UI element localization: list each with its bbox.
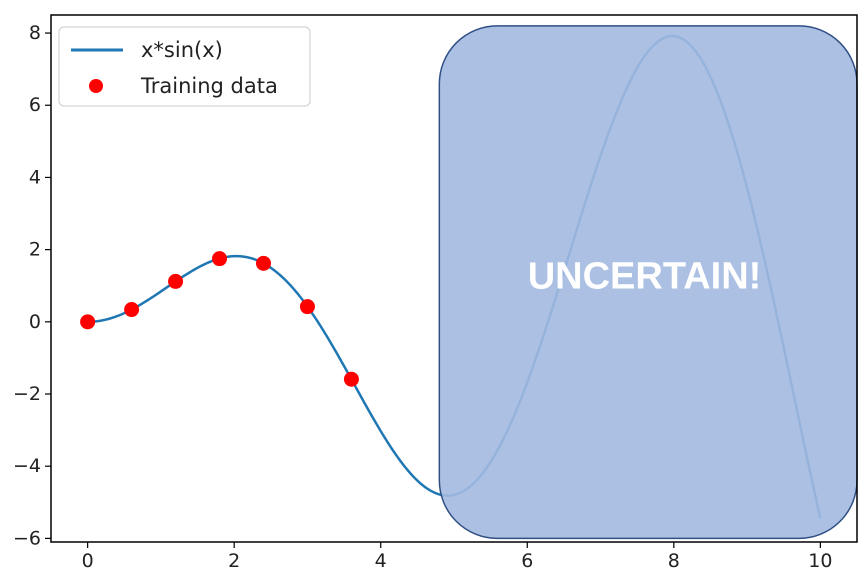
y-axis: −6 −4 −2 0 2 4 6 8	[13, 22, 51, 549]
y-tick-label: 8	[29, 22, 41, 44]
x-tick-label: 0	[82, 550, 94, 572]
training-point	[168, 273, 184, 289]
uncertainty-label: UNCERTAIN!	[528, 256, 762, 298]
legend-label-line: x*sin(x)	[141, 38, 223, 62]
y-tick-label: −4	[13, 455, 41, 477]
x-tick-label: 6	[521, 550, 533, 572]
training-point	[255, 255, 271, 271]
y-tick-label: −2	[13, 383, 41, 405]
scatter-series	[80, 251, 359, 387]
legend-dot-swatch	[89, 79, 103, 93]
training-point	[212, 251, 228, 267]
y-tick-label: 2	[29, 239, 41, 261]
training-point	[80, 314, 96, 330]
training-point	[299, 299, 315, 315]
y-tick-label: 6	[29, 94, 41, 116]
x-axis: 0 2 4 6 8 10	[82, 542, 832, 572]
legend-label-scatter: Training data	[140, 74, 278, 98]
training-point	[124, 302, 140, 318]
legend: x*sin(x) Training data	[58, 26, 311, 107]
y-tick-label: 0	[29, 311, 41, 333]
x-tick-label: 10	[808, 550, 832, 572]
training-point	[343, 371, 359, 387]
x-tick-label: 8	[668, 550, 680, 572]
plot-frame	[50, 14, 858, 543]
x-tick-label: 2	[228, 550, 240, 572]
uncertainty-region: UNCERTAIN!	[438, 25, 858, 540]
y-tick-label: 4	[29, 166, 41, 188]
legend-box	[58, 26, 311, 107]
y-tick-label: −6	[13, 527, 41, 549]
x-tick-label: 4	[375, 550, 387, 572]
